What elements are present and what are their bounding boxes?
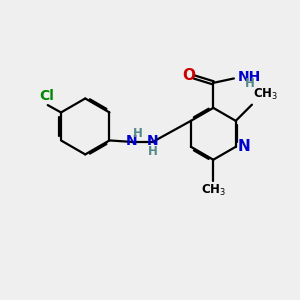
- Text: O: O: [182, 68, 195, 83]
- Text: N: N: [126, 134, 137, 148]
- Text: H: H: [148, 145, 158, 158]
- Text: CH$_3$: CH$_3$: [254, 87, 278, 102]
- Text: H: H: [245, 77, 255, 90]
- Text: H: H: [133, 127, 143, 140]
- Text: CH$_3$: CH$_3$: [201, 183, 226, 198]
- Text: N: N: [238, 139, 250, 154]
- Text: NH: NH: [238, 70, 261, 84]
- Text: Cl: Cl: [39, 89, 54, 103]
- Text: N: N: [147, 134, 158, 148]
